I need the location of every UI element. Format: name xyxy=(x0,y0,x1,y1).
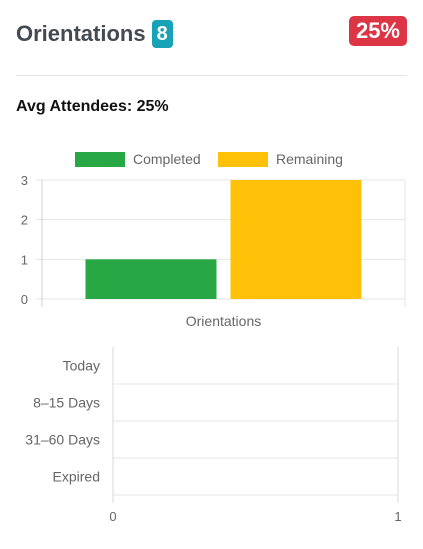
x-tick-label: Orientations xyxy=(186,313,261,329)
bar-remaining xyxy=(230,180,362,299)
y-tick-label: 1 xyxy=(21,252,28,267)
divider xyxy=(16,75,407,76)
y-tick-label: 3 xyxy=(21,173,28,188)
bar-chart-expiration: 0 1 Today 8–15 Days 31–60 Days Expired xyxy=(25,347,402,524)
avg-attendees-label: Avg Attendees: xyxy=(16,98,133,115)
legend-swatch-0 xyxy=(75,152,125,167)
y-tick-label: 31–60 Days xyxy=(25,432,100,448)
y-tick-label: 8–15 Days xyxy=(33,395,100,411)
y-tick-label: 0 xyxy=(21,292,28,307)
legend-label-0: Completed xyxy=(133,151,201,167)
count-badge: 8 xyxy=(151,20,173,48)
y-tick-label: 2 xyxy=(21,213,28,228)
bar-completed xyxy=(85,259,217,299)
x-tick-label: 1 xyxy=(394,509,401,524)
title-text: Orientations xyxy=(16,21,146,46)
x-tick-label: 0 xyxy=(109,509,116,524)
y-tick-label: Expired xyxy=(53,469,100,485)
legend-swatch-1 xyxy=(218,152,268,167)
y-tick-label: Today xyxy=(63,358,100,374)
avg-attendees: Avg Attendees: 25% xyxy=(16,98,169,116)
percent-badge: 25% xyxy=(348,16,407,46)
legend-label-1: Remaining xyxy=(276,151,343,167)
bar-chart-completed-remaining: Completed Remaining 0 1 2 3 Orientations xyxy=(21,151,406,329)
card-title: Orientations 8 xyxy=(16,20,173,48)
avg-attendees-value: 25% xyxy=(136,98,169,115)
